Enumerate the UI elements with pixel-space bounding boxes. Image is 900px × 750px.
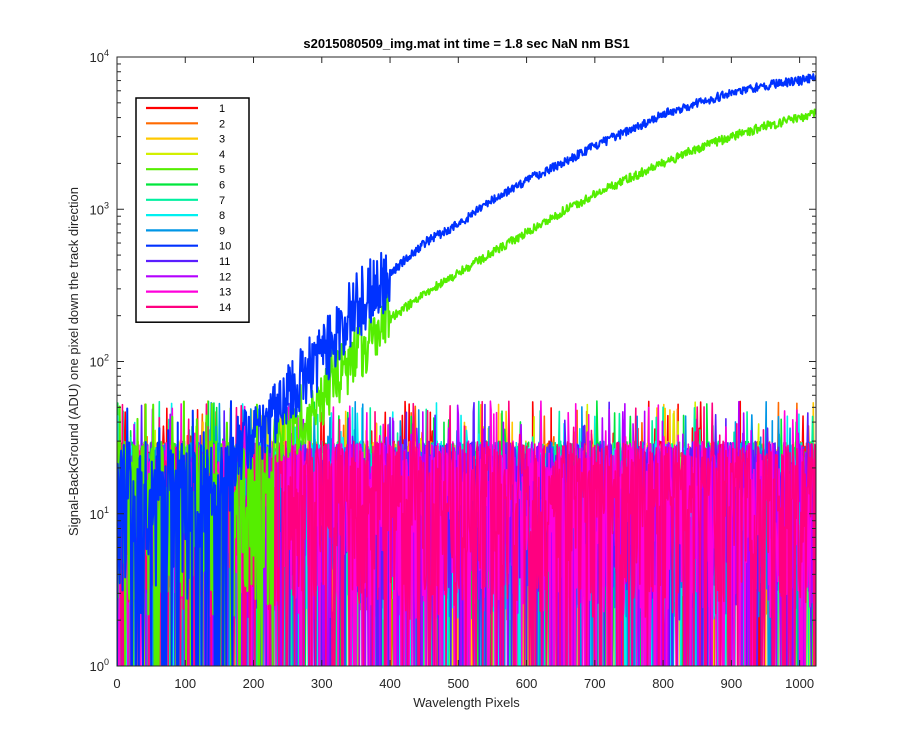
legend-label-2: 2	[219, 118, 225, 130]
legend-label-4: 4	[219, 149, 225, 161]
x-tick-label: 600	[516, 676, 538, 691]
series-layer	[117, 73, 816, 666]
y-tick-label: 103	[90, 200, 109, 217]
x-tick-label: 0	[113, 676, 120, 691]
legend-label-9: 9	[219, 225, 225, 237]
y-tick-label: 101	[90, 505, 109, 522]
legend-label-5: 5	[219, 164, 225, 176]
x-axis: 0 100 200 300 400 500 600 700 800 900 1000	[113, 57, 814, 691]
legend-label-3: 3	[219, 134, 225, 146]
x-tick-label: 400	[379, 676, 401, 691]
y-tick-label: 102	[90, 353, 109, 370]
y-tick-label: 104	[90, 48, 109, 65]
x-tick-label: 200	[243, 676, 265, 691]
x-tick-label: 1000	[785, 676, 814, 691]
legend-label-10: 10	[219, 241, 231, 253]
legend-label-6: 6	[219, 180, 225, 192]
chart-title: s2015080509_img.mat int time = 1.8 sec N…	[303, 36, 629, 51]
legend-label-12: 12	[219, 271, 231, 283]
legend-label-11: 11	[219, 256, 230, 268]
legend-label-1: 1	[219, 103, 225, 115]
legend-label-8: 8	[219, 210, 225, 222]
y-tick-label: 100	[90, 657, 109, 674]
series-14-line	[117, 400, 816, 666]
legend-label-7: 7	[219, 195, 225, 207]
y-axis-label: Signal-BackGround (ADU) one pixel down t…	[66, 187, 81, 536]
x-tick-label: 100	[174, 676, 196, 691]
legend-label-13: 13	[219, 287, 231, 299]
series-10-line	[117, 73, 816, 666]
x-tick-label: 500	[447, 676, 469, 691]
x-tick-label: 900	[721, 676, 743, 691]
x-axis-label: Wavelength Pixels	[413, 695, 520, 710]
x-tick-label: 700	[584, 676, 606, 691]
x-tick-label: 300	[311, 676, 333, 691]
legend-box	[135, 97, 250, 323]
x-tick-label: 800	[652, 676, 674, 691]
legend-label-14: 14	[219, 302, 231, 314]
